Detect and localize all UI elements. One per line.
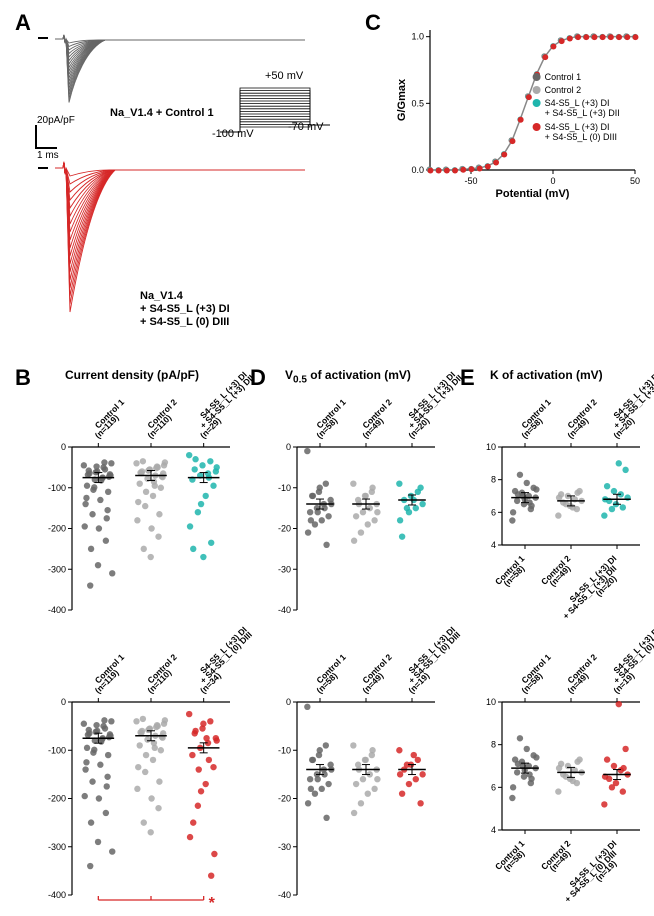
panel-a-bottom-label: Na_V1.4 + S4-S5_L (+3) DI + S4-S5_L (0) …: [140, 290, 230, 330]
panel-b-label: B: [15, 365, 31, 391]
scale-bar-y: [35, 125, 37, 147]
svg-text:-100: -100: [48, 745, 66, 755]
svg-text:-300: -300: [48, 564, 66, 574]
svg-text:Control 2: Control 2: [545, 85, 582, 95]
baseline-marker-top: [38, 37, 48, 39]
svg-text:-50: -50: [464, 176, 477, 186]
panel-d-bot-chart: 0-10-20-30-40Control 1(n=58)Control 2(n=…: [265, 640, 440, 900]
svg-text:6: 6: [491, 782, 496, 792]
svg-text:*: *: [209, 895, 216, 912]
svg-text:0: 0: [61, 697, 66, 707]
svg-text:-20: -20: [278, 524, 291, 534]
svg-text:+ S4-S5_L (+3) DII: + S4-S5_L (+3) DII: [406, 373, 464, 431]
svg-text:-10: -10: [278, 483, 291, 493]
panel-e-top-chart: 46810Control 1(n=58)Control 1(n=58)Contr…: [470, 385, 645, 615]
svg-text:0: 0: [286, 442, 291, 452]
panel-b-top-chart: 0-100-200-300-400Control 1(n=119)Control…: [40, 385, 235, 615]
panel-d-label: D: [250, 365, 266, 391]
panel-b-bot-chart: 0-100-200-300-400Control 1(n=119)Control…: [40, 640, 235, 900]
svg-text:-300: -300: [48, 842, 66, 852]
scale-bar-x: [35, 147, 57, 149]
svg-text:-100: -100: [48, 483, 66, 493]
svg-text:1.0: 1.0: [411, 32, 424, 42]
svg-text:0: 0: [61, 442, 66, 452]
svg-text:-30: -30: [278, 842, 291, 852]
svg-text:4: 4: [491, 825, 496, 835]
protocol-bottom-label: -100 mV: [212, 128, 254, 140]
svg-text:S4-S5_L (+3) DI: S4-S5_L (+3) DI: [198, 370, 249, 421]
svg-text:+ S4-S5_L (+3) DII: + S4-S5_L (+3) DII: [545, 108, 620, 118]
panel-c-label: C: [365, 10, 381, 36]
svg-text:-400: -400: [48, 890, 66, 900]
panel-a-label: A: [15, 10, 31, 36]
svg-text:+ S4-S5_L (+3) DII: + S4-S5_L (+3) DII: [198, 373, 256, 431]
svg-text:0: 0: [550, 176, 555, 186]
svg-text:-30: -30: [278, 564, 291, 574]
svg-text:0.5: 0.5: [411, 98, 424, 108]
svg-text:4: 4: [491, 540, 496, 550]
svg-text:-40: -40: [278, 890, 291, 900]
protocol-return-label: -70 mV: [288, 121, 323, 133]
svg-text:G/Gmax: G/Gmax: [396, 78, 408, 121]
svg-text:S4-S5_L (+3) DI: S4-S5_L (+3) DI: [198, 625, 249, 676]
svg-text:-400: -400: [48, 605, 66, 615]
panel-c-chart: 0.0 0.5 1.0 -50 0 50 G/Gmax Potential (mV) Contr…: [395, 25, 640, 200]
svg-text:+ S4-S5_L (0) DIII: + S4-S5_L (0) DIII: [198, 630, 254, 686]
svg-text:8: 8: [491, 475, 496, 485]
svg-text:-20: -20: [278, 794, 291, 804]
svg-text:Control 1: Control 1: [545, 72, 582, 82]
svg-text:S4-S5_L (+3) DI: S4-S5_L (+3) DI: [545, 98, 610, 108]
svg-text:50: 50: [630, 176, 640, 186]
svg-text:-200: -200: [48, 794, 66, 804]
svg-text:Potential (mV): Potential (mV): [496, 188, 570, 200]
panel-e-bot-chart: 46810Control 1(n=58)Control 1(n=58)Contr…: [470, 640, 645, 900]
panel-d-top-chart: 0-10-20-30-40Control 1(n=58)Control 2(n=…: [265, 385, 440, 615]
svg-text:-10: -10: [278, 745, 291, 755]
svg-text:6: 6: [491, 507, 496, 517]
panel-d-title: V0.5 of activation (mV): [285, 368, 411, 385]
svg-text:0: 0: [286, 697, 291, 707]
svg-text:-40: -40: [278, 605, 291, 615]
panel-a-top-label: Na_V1.4 + Control 1: [110, 107, 214, 119]
svg-text:8: 8: [491, 740, 496, 750]
svg-text:S4-S5_L (+3) DI: S4-S5_L (+3) DI: [406, 370, 457, 421]
svg-text:+ S4-S5_L (0) DIII: + S4-S5_L (0) DIII: [406, 630, 462, 686]
panel-e-title: K of activation (mV): [490, 368, 603, 382]
figure-root: A Na_V1.4 + Control 1 +50 mV -100 mV -70…: [10, 10, 644, 906]
svg-text:S4-S5_L (+3) DI: S4-S5_L (+3) DI: [406, 625, 457, 676]
svg-text:10: 10: [486, 442, 496, 452]
panel-b-title: Current density (pA/pF): [65, 368, 199, 382]
svg-text:+ S4-S5_L (0) DIII: + S4-S5_L (0) DIII: [545, 132, 617, 142]
svg-text:0.0: 0.0: [411, 165, 424, 175]
svg-text:10: 10: [486, 697, 496, 707]
scale-y-label: 20pA/pF: [37, 115, 75, 126]
baseline-marker-bot: [38, 167, 48, 169]
svg-text:-200: -200: [48, 524, 66, 534]
svg-text:S4-S5_L (+3) DI: S4-S5_L (+3) DI: [545, 122, 610, 132]
protocol-top-label: +50 mV: [265, 70, 303, 82]
